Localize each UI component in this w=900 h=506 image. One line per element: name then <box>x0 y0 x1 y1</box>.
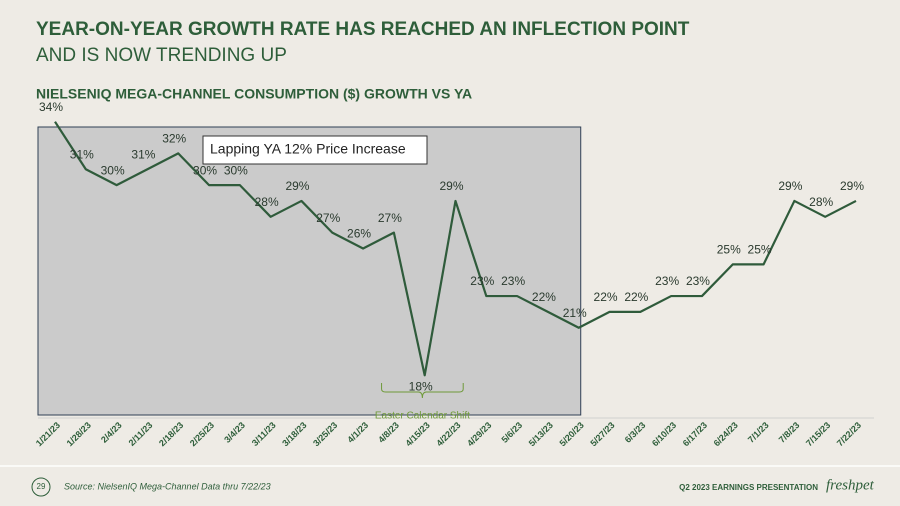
data-label: 31% <box>70 147 94 161</box>
annotation-box <box>202 135 428 165</box>
data-label: 29% <box>439 179 463 193</box>
data-label: 34% <box>39 100 63 114</box>
data-label: 22% <box>624 290 648 304</box>
data-label: 30% <box>224 163 248 177</box>
presentation-label: Q2 2023 EARNINGS PRESENTATION <box>679 483 818 492</box>
data-label: 27% <box>378 211 402 225</box>
slide-title: YEAR-ON-YEAR GROWTH RATE HAS REACHED AN … <box>36 19 690 40</box>
data-label: 21% <box>563 306 587 320</box>
page-number: 29 <box>37 482 46 491</box>
data-label: 23% <box>470 274 494 288</box>
data-label: 26% <box>347 227 371 241</box>
line <box>54 121 857 377</box>
data-label: 22% <box>532 290 556 304</box>
data-label: 23% <box>501 274 525 288</box>
data-label: 25% <box>717 243 741 257</box>
data-label: 18% <box>409 379 433 393</box>
data-label: 31% <box>131 147 155 161</box>
data-label: 30% <box>101 163 125 177</box>
data-label: 29% <box>840 179 864 193</box>
data-label: 23% <box>655 274 679 288</box>
data-label: 23% <box>686 274 710 288</box>
data-label: 28% <box>809 195 833 209</box>
data-label: 32% <box>162 132 186 146</box>
source: Source: NielsenIQ Mega-Channel Data thru… <box>64 481 271 491</box>
easter-bracket <box>381 383 464 399</box>
lapping-region <box>37 126 582 416</box>
data-label: 30% <box>193 163 217 177</box>
data-label: 25% <box>748 243 772 257</box>
data-label: 22% <box>594 290 618 304</box>
data-label: 29% <box>778 179 802 193</box>
page-badge <box>31 477 51 497</box>
annotation: Easter Calendar Shift <box>375 411 470 422</box>
logo: freshpet <box>826 477 875 493</box>
chart-title: NIELSENIQ MEGA-CHANNEL CONSUMPTION ($) G… <box>36 86 472 102</box>
annotation: Lapping YA 12% Price Increase <box>210 141 406 157</box>
slide-subtitle: AND IS NOW TRENDING UP <box>36 45 287 66</box>
data-label: 28% <box>255 195 279 209</box>
data-label: 27% <box>316 211 340 225</box>
data-label: 29% <box>285 179 309 193</box>
